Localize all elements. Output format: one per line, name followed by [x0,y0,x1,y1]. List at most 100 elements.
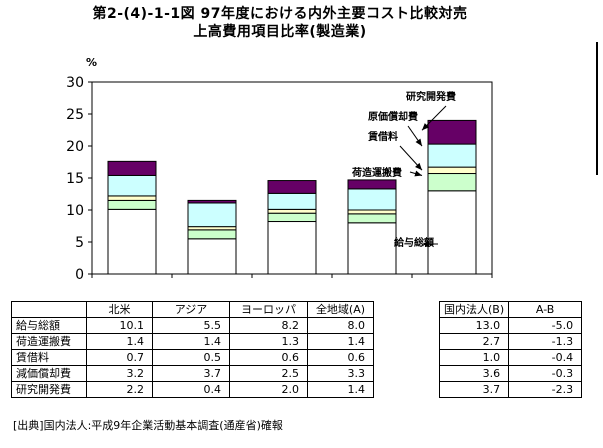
annotation-label: 賃借料 [367,130,398,143]
table-header-row: 北米 アジア ヨーロッパ 全地域(A) 国内法人(B) A-B [11,301,583,318]
data-table: 北米 アジア ヨーロッパ 全地域(A) 国内法人(B) A-B 給与総額 10.1… [11,301,583,398]
bar-segment [107,195,157,201]
table-cell: 3.7 [438,381,510,398]
table-row: 減価償却費 3.2 3.7 2.5 3.3 3.6 -0.3 [11,365,583,382]
bar-segment [187,199,237,204]
chart-title-line2: 上高費用項目比率(製造業) [193,24,367,40]
annotation-arrow-head [422,123,430,131]
bar-segment [107,208,157,275]
annotation-label: 原価償却費 [368,110,418,123]
table-cell: 1.4 [307,333,374,350]
table-cell: -0.3 [508,365,583,382]
annotation-arrow-head [415,162,422,171]
bar-segment [187,238,237,275]
table-cell: 1.0 [438,349,510,366]
annotation-label: 荷造運搬費 [351,166,402,179]
table-cell: 3.7 [152,365,230,382]
chart-title-line1: 第2-(4)-1-1図 97年度における内外主要コスト比較対売 [92,6,468,22]
table-row-label: 荷造運搬費 [11,333,87,350]
bar-segment [347,213,397,224]
table-header-cell: ヨーロッパ [229,301,308,318]
bar-segment [347,188,397,211]
table-cell: 2.2 [86,381,153,398]
table-cell: 1.4 [307,381,374,398]
y-tick-label: 10 [66,203,84,219]
annotation-arrow-head [415,138,422,147]
bar-segment [427,166,477,175]
table-cell: 5.5 [152,317,230,334]
bar-segment [427,143,477,168]
table-gap-cell [373,349,440,366]
bar-segment [427,173,477,192]
y-tick-label: 20 [66,139,84,155]
table-gap-cell [373,381,440,398]
table-gap-cell [373,317,440,334]
side-bar-line [596,42,598,175]
table-cell: -5.0 [508,317,583,334]
table-row: 給与総額 10.1 5.5 8.2 8.0 13.0 -5.0 [11,317,583,334]
bar-segment [267,192,317,210]
table-row: 賃借料 0.7 0.5 0.6 0.6 1.0 -0.4 [11,349,583,366]
bar-segment [267,212,317,223]
bar-segment [347,179,397,190]
bar-segment [427,119,477,145]
table-header-cell: 国内法人(B) [438,301,510,318]
table-cell: 3.2 [86,365,153,382]
table-cell: 1.4 [86,333,153,350]
table-gap-cell [373,333,440,350]
source-note: [出典]国内法人:平成9年企業活動基本調査(通産省)確報 [13,419,283,432]
y-tick-label: 0 [75,267,84,283]
table-row-label: 減価償却費 [11,365,87,382]
table-cell: 0.7 [86,349,153,366]
table-cell: 3.6 [438,365,510,382]
y-tick-label: 30 [66,75,84,91]
table-row-label: 給与総額 [11,317,87,334]
y-tick-label: 15 [66,171,84,187]
table-cell: 0.5 [152,349,230,366]
annotation-arrow-head [414,170,422,177]
table-cell: 1.4 [152,333,230,350]
table-cell: 10.1 [86,317,153,334]
table-header-cell: アジア [152,301,230,318]
table-header-cell: A-B [508,301,583,318]
annotation-label: 研究開発費 [406,90,456,103]
table-cell: 2.0 [229,381,308,398]
table-cell: 1.3 [229,333,308,350]
bar-segment [267,180,317,194]
table-cell: 2.7 [438,333,510,350]
table-header-cell: 北米 [86,301,153,318]
table-cell: 3.3 [307,365,374,382]
table-gap-cell [373,301,440,318]
table-row: 荷造運搬費 1.4 1.4 1.3 1.4 2.7 -1.3 [11,333,583,350]
bar-segment [107,199,157,210]
table-row-label: 研究開発費 [11,381,87,398]
table-corner-cell [11,301,87,318]
table-cell: 0.4 [152,381,230,398]
bar-segment [347,209,397,215]
chart-bars [107,119,477,275]
table-cell: -0.4 [508,349,583,366]
chart-title: 第2-(4)-1-1図 97年度における内外主要コスト比較対売 上高費用項目比率… [0,5,560,41]
table-cell: -1.3 [508,333,583,350]
bar-segment [187,202,237,228]
bar-segment [347,222,397,275]
table-cell: 0.6 [229,349,308,366]
bar-segment [427,190,477,275]
annotation-label: 給与総額 [394,236,434,249]
bar-segment [107,174,157,197]
table-header-cell: 全地域(A) [307,301,374,318]
table-gap-cell [373,365,440,382]
table-cell: -2.3 [508,381,583,398]
annotation-arrow-head [422,241,429,247]
bar-segment [267,221,317,275]
bar-segment [267,208,317,214]
y-axis-label: % [86,56,97,69]
table-row-label: 賃借料 [11,349,87,366]
bar-segment [107,160,157,176]
table-cell: 2.5 [229,365,308,382]
table-cell: 0.6 [307,349,374,366]
y-tick-label: 5 [75,235,84,251]
table-row: 研究開発費 2.2 0.4 2.0 1.4 3.7 -2.3 [11,381,583,398]
